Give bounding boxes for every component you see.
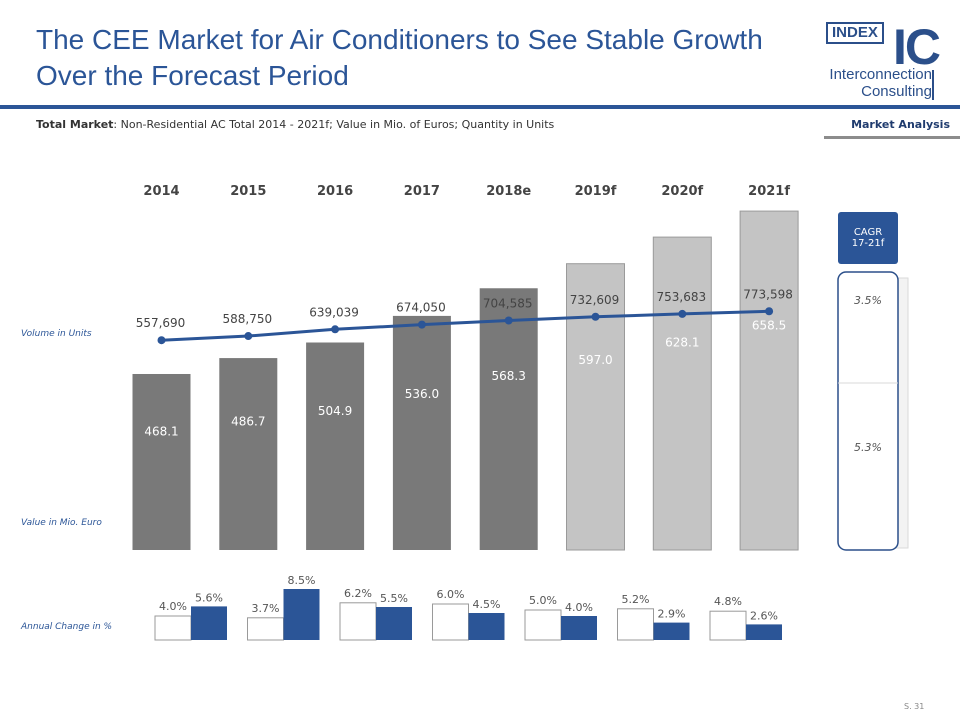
cagr-panel: [837, 271, 899, 551]
value-change-bar: [653, 622, 690, 640]
volume-line: [161, 309, 770, 342]
value-bar-label: 658.5: [752, 319, 786, 333]
cagr-header: [838, 212, 898, 264]
value-bar-label: 504.9: [318, 404, 352, 418]
row-label-volume: Volume in Units: [21, 329, 92, 339]
index-logo: INDEX: [826, 22, 884, 44]
year-label: 2020f: [661, 184, 703, 199]
volume-point: [417, 320, 426, 329]
volume-change-label: 4.8%: [714, 595, 742, 608]
section-label: Market Analysis: [851, 118, 950, 131]
value-bar: [219, 358, 278, 550]
year-label: 2019f: [575, 184, 617, 199]
volume-label: 588,750: [222, 312, 272, 326]
volume-label: 639,039: [309, 305, 359, 319]
value-bar: [652, 236, 712, 551]
volume-change-label: 6.0%: [437, 588, 465, 601]
row-label-value: Value in Mio. Euro: [21, 518, 102, 528]
chart-subtitle: Total Market: Non-Residential AC Total 2…: [36, 118, 554, 131]
volume-change-label: 5.0%: [529, 594, 557, 607]
value-bar-label: 568.3: [492, 369, 526, 383]
cagr-volume-value: 3.5%: [854, 294, 882, 307]
value-change-label: 8.5%: [288, 574, 316, 587]
subtitle-text: : Non-Residential AC Total 2014 - 2021f;…: [113, 118, 555, 131]
cagr-header-label: CAGR: [854, 227, 882, 238]
volume-point: [331, 325, 340, 334]
cagr-value-value: 5.3%: [854, 441, 882, 454]
value-bar-label: 536.0: [405, 387, 439, 401]
volume-change-bar: [432, 603, 469, 641]
volume-label: 674,050: [396, 301, 446, 315]
volume-change-bar: [709, 610, 747, 641]
value-change-bar: [561, 616, 597, 640]
value-change-bar: [191, 606, 227, 640]
volume-label: 557,690: [136, 316, 186, 330]
logo-text-line1: Interconnection: [829, 66, 932, 83]
value-bar-label: 628.1: [665, 336, 699, 350]
volume-point: [765, 307, 774, 316]
page-title-line2: Over the Forecast Period: [36, 60, 349, 91]
value-change-label: 5.6%: [195, 591, 223, 604]
value-bar-label: 468.1: [144, 425, 178, 439]
value-bar: [479, 288, 538, 550]
value-change-label: 4.0%: [565, 601, 593, 614]
volume-change-bar: [524, 609, 562, 641]
volume-change-bar: [247, 617, 284, 641]
volume-label: 704,585: [483, 297, 533, 311]
volume-change-bar: [154, 615, 192, 641]
value-bar: [566, 263, 625, 551]
value-change-bar: [376, 607, 412, 640]
cagr-header-label: 17-21f: [852, 238, 885, 249]
volume-label: 753,683: [656, 290, 706, 304]
volume-label: 773,598: [743, 287, 793, 301]
value-bar-label: 597.0: [578, 353, 612, 367]
page-number: S. 31: [904, 702, 925, 711]
page-title-line1: The CEE Market for Air Conditioners to S…: [36, 24, 763, 55]
value-change-label: 4.5%: [473, 598, 501, 611]
logo-text-line2: Consulting: [861, 83, 932, 100]
value-change-label: 2.9%: [658, 608, 686, 621]
year-label: 2021f: [748, 184, 790, 199]
ic-logo: IC: [893, 19, 941, 75]
value-change-label: 5.5%: [380, 592, 408, 605]
row-label-change: Annual Change in %: [20, 622, 112, 632]
section-underline: [824, 136, 960, 139]
value-bar: [739, 210, 799, 551]
year-label: 2018e: [486, 184, 531, 199]
volume-point: [504, 316, 513, 325]
year-label: 2014: [143, 184, 179, 199]
year-label: 2017: [404, 184, 440, 199]
value-change-label: 2.6%: [750, 609, 778, 622]
page-title: The CEE Market for Air Conditioners to S…: [36, 22, 816, 94]
logo-divider: [932, 70, 934, 100]
header-divider: [0, 105, 960, 109]
volume-change-bar: [339, 602, 377, 641]
value-bar: [132, 373, 191, 550]
volume-change-label: 4.0%: [159, 600, 187, 613]
volume-point: [678, 309, 687, 318]
value-bar: [306, 342, 365, 550]
volume-label: 732,609: [570, 293, 620, 307]
volume-point: [591, 312, 600, 321]
volume-change-label: 6.2%: [344, 587, 372, 600]
year-label: 2016: [317, 184, 353, 199]
volume-point: [157, 336, 166, 345]
value-bar: [392, 315, 451, 550]
volume-change-label: 3.7%: [252, 602, 280, 615]
volume-change-label: 5.2%: [622, 593, 650, 606]
value-change-bar: [283, 589, 320, 640]
value-bar-label: 486.7: [231, 414, 265, 428]
volume-point: [244, 332, 253, 341]
year-label: 2015: [230, 184, 266, 199]
volume-change-bar: [617, 608, 654, 641]
value-change-bar: [746, 624, 782, 640]
value-change-bar: [468, 613, 505, 640]
subtitle-bold: Total Market: [36, 118, 114, 131]
